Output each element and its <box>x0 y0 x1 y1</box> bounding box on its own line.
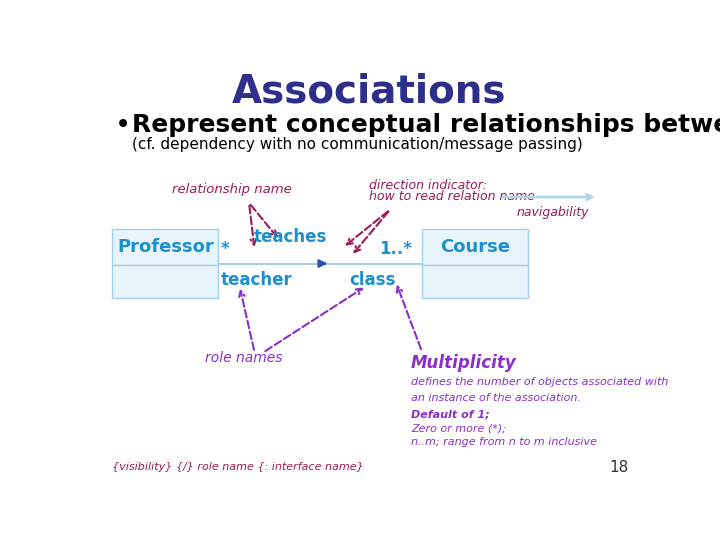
Text: navigability: navigability <box>517 206 590 219</box>
Text: Zero or more (*);: Zero or more (*); <box>411 424 506 434</box>
Text: teacher: teacher <box>221 271 293 288</box>
Text: Represent conceptual relationships between classes: Represent conceptual relationships betwe… <box>132 113 720 137</box>
Text: n..m; range from n to m inclusive: n..m; range from n to m inclusive <box>411 437 597 447</box>
Text: how to read relation name: how to read relation name <box>369 190 535 203</box>
Text: defines the number of objects associated with: defines the number of objects associated… <box>411 377 668 387</box>
Text: Multiplicity: Multiplicity <box>411 354 516 372</box>
Text: *: * <box>221 240 230 258</box>
Text: Associations: Associations <box>232 73 506 111</box>
Bar <box>422 265 528 298</box>
Text: direction indicator:: direction indicator: <box>369 179 487 192</box>
Text: Course: Course <box>440 238 510 256</box>
Text: relationship name: relationship name <box>172 183 292 196</box>
Text: 18: 18 <box>609 460 629 475</box>
Bar <box>112 265 218 298</box>
Text: {visibility} {/} role name {: interface name}: {visibility} {/} role name {: interface … <box>112 462 364 472</box>
Text: teaches: teaches <box>254 228 328 246</box>
Text: 1..*: 1..* <box>379 240 413 258</box>
Text: (cf. dependency with no communication/message passing): (cf. dependency with no communication/me… <box>132 137 582 152</box>
Text: role names: role names <box>204 351 282 365</box>
Text: class: class <box>349 271 396 288</box>
Bar <box>422 229 528 265</box>
Text: Professor: Professor <box>117 238 214 256</box>
Bar <box>112 229 218 265</box>
Text: an instance of the association.: an instance of the association. <box>411 393 581 403</box>
Text: •: • <box>115 111 131 139</box>
Text: Default of 1;: Default of 1; <box>411 410 490 420</box>
